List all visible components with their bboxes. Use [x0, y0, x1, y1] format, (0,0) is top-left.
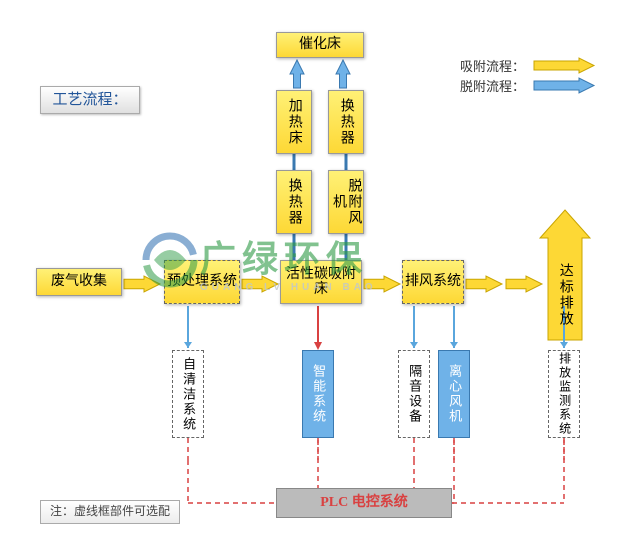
node-selfclean: 自清洁系统 [172, 350, 204, 438]
node-hx_top: 换热器 [328, 90, 364, 154]
node-hx_bot: 换热器 [276, 170, 312, 234]
title-text: 工艺流程： [52, 92, 127, 109]
legend-desorb-label: 脱附流程： [460, 80, 525, 94]
node-heat_bed: 加热床 [276, 90, 312, 154]
node-emission: 排放监测系统 [548, 350, 580, 438]
node-exhaust_sys: 排风系统 [402, 260, 464, 304]
note-label: 注：虚线框部件可选配 [40, 500, 180, 524]
node-sound: 隔音设备 [398, 350, 430, 438]
node-adsorb_bed: 活性碳吸附床 [280, 260, 362, 304]
title-label: 工艺流程： [40, 86, 140, 114]
node-smart: 智能系统 [302, 350, 334, 438]
node-waste: 废气收集 [36, 268, 122, 296]
node-pretreat: 预处理系统 [164, 260, 240, 304]
node-discharge: 达标排放 [546, 250, 584, 340]
plc-text: PLC 电控系统 [320, 495, 408, 510]
node-defan: 脱附风机 [328, 170, 364, 234]
node-cat_bed: 催化床 [276, 32, 364, 58]
plc-box: PLC 电控系统 [276, 488, 452, 518]
legend-adsorb-label: 吸附流程： [460, 60, 525, 74]
node-centrifan: 离心风机 [438, 350, 470, 438]
note-text: 注：虚线框部件可选配 [50, 505, 170, 518]
